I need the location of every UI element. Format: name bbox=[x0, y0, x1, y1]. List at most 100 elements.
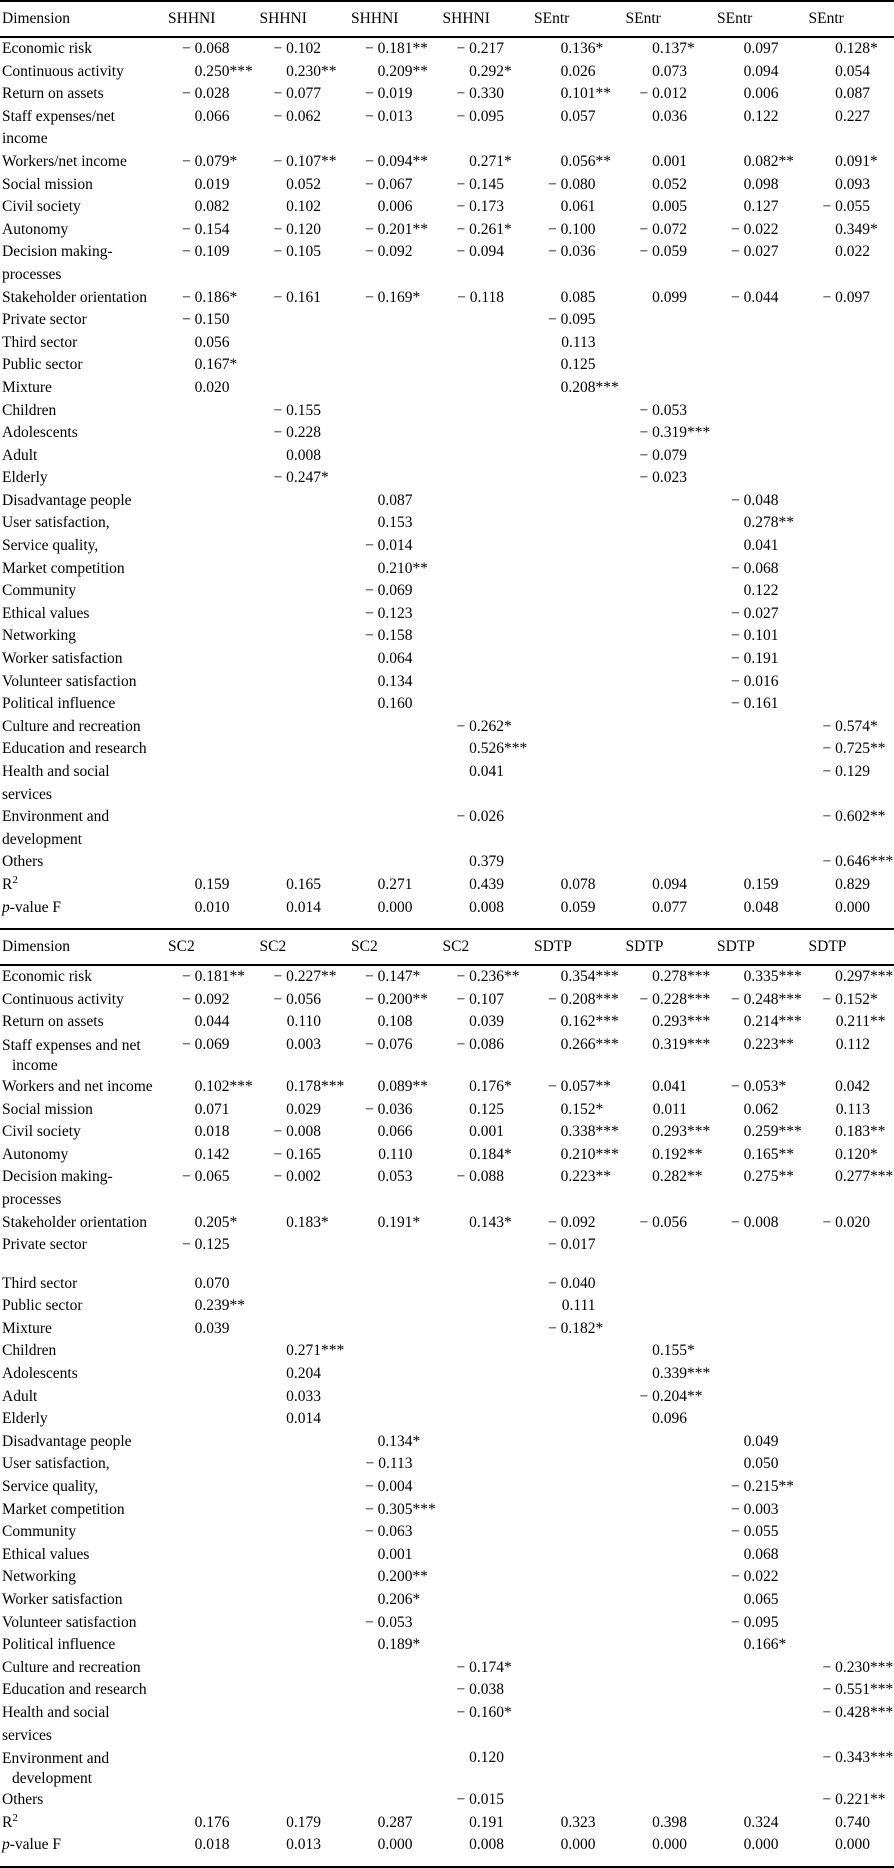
value-cell: 0.039 bbox=[162, 1318, 254, 1341]
value-cell: − 0.012 bbox=[620, 83, 712, 106]
value-cell bbox=[254, 1679, 346, 1702]
value-cell: − 0.068 bbox=[711, 558, 803, 581]
value-cell: 0.000 bbox=[711, 1834, 803, 1867]
column-header: SEntr bbox=[528, 1, 620, 37]
value-cell: − 0.319*** bbox=[620, 422, 712, 445]
value-cell: 0.049 bbox=[711, 1431, 803, 1454]
value-cell: 0.097 bbox=[711, 37, 803, 61]
value-cell: 0.178*** bbox=[254, 1076, 346, 1099]
row-label: Health and social services bbox=[0, 761, 162, 806]
value-cell: − 0.079* bbox=[162, 151, 254, 174]
value-cell bbox=[162, 558, 254, 581]
value-cell bbox=[528, 490, 620, 513]
value-cell: − 0.102 bbox=[254, 37, 346, 61]
value-cell bbox=[162, 512, 254, 535]
value-cell: − 0.174* bbox=[437, 1657, 529, 1680]
value-cell: 0.184* bbox=[437, 1144, 529, 1167]
value-cell bbox=[254, 1544, 346, 1567]
value-cell bbox=[711, 1408, 803, 1431]
value-cell: 0.019 bbox=[162, 174, 254, 197]
value-cell bbox=[437, 1589, 529, 1612]
value-cell bbox=[803, 1521, 894, 1544]
value-cell bbox=[162, 467, 254, 490]
value-cell bbox=[162, 422, 254, 445]
value-cell bbox=[254, 625, 346, 648]
value-cell: − 0.020 bbox=[803, 1212, 894, 1235]
value-cell bbox=[528, 558, 620, 581]
value-cell: 0.176 bbox=[162, 1812, 254, 1835]
row-label: Third sector bbox=[0, 332, 162, 355]
value-cell: − 0.036 bbox=[345, 1099, 437, 1122]
value-cell bbox=[803, 1566, 894, 1589]
value-cell bbox=[254, 1747, 346, 1789]
table-row: Service quality,− 0.004− 0.215** bbox=[0, 1476, 894, 1499]
value-cell: 0.061 bbox=[528, 196, 620, 219]
value-cell: 0.041 bbox=[620, 1076, 712, 1099]
value-cell bbox=[803, 625, 894, 648]
value-cell: − 0.062 bbox=[254, 106, 346, 151]
value-cell: 0.128* bbox=[803, 37, 894, 61]
value-cell: 0.056** bbox=[528, 151, 620, 174]
value-cell bbox=[437, 1431, 529, 1454]
value-cell: − 0.551*** bbox=[803, 1679, 894, 1702]
value-cell bbox=[254, 671, 346, 694]
value-cell: − 0.053 bbox=[620, 400, 712, 423]
row-label: Networking bbox=[0, 1566, 162, 1589]
value-cell: 0.152* bbox=[528, 1099, 620, 1122]
value-cell bbox=[803, 377, 894, 400]
value-cell bbox=[803, 1431, 894, 1454]
value-cell: − 0.095 bbox=[711, 1612, 803, 1635]
value-cell: 0.740 bbox=[803, 1812, 894, 1835]
value-cell: 0.338*** bbox=[528, 1121, 620, 1144]
value-cell: − 0.208*** bbox=[528, 989, 620, 1012]
value-cell: 0.189* bbox=[345, 1634, 437, 1657]
value-cell bbox=[620, 625, 712, 648]
row-label: Political influence bbox=[0, 693, 162, 716]
value-cell bbox=[620, 1273, 712, 1296]
value-cell: − 0.221** bbox=[803, 1789, 894, 1812]
value-cell: 0.068 bbox=[711, 1544, 803, 1567]
value-cell: 0.102*** bbox=[162, 1076, 254, 1099]
value-cell bbox=[528, 603, 620, 626]
value-cell bbox=[437, 1340, 529, 1363]
value-cell bbox=[528, 535, 620, 558]
dimension-column-header: Dimension bbox=[0, 929, 162, 965]
value-cell bbox=[254, 1476, 346, 1499]
value-cell: − 0.215** bbox=[711, 1476, 803, 1499]
value-cell bbox=[162, 806, 254, 851]
table-row: Children− 0.155− 0.053 bbox=[0, 400, 894, 423]
value-cell bbox=[162, 1521, 254, 1544]
value-cell: 0.078 bbox=[528, 874, 620, 897]
value-cell bbox=[803, 1476, 894, 1499]
value-cell: − 0.016 bbox=[711, 671, 803, 694]
value-cell bbox=[162, 1431, 254, 1454]
value-cell: 0.125 bbox=[437, 1099, 529, 1122]
value-cell: 0.001 bbox=[345, 1544, 437, 1567]
value-cell bbox=[345, 1386, 437, 1409]
value-cell: − 0.002 bbox=[254, 1166, 346, 1211]
column-header: SC2 bbox=[254, 929, 346, 965]
value-cell: 0.120* bbox=[803, 1144, 894, 1167]
value-cell bbox=[711, 851, 803, 874]
value-cell: 0.160 bbox=[345, 693, 437, 716]
value-cell: 0.050 bbox=[711, 1453, 803, 1476]
value-cell bbox=[528, 1386, 620, 1409]
row-label: Ethical values bbox=[0, 1544, 162, 1567]
value-cell: 0.159 bbox=[711, 874, 803, 897]
value-cell bbox=[803, 1363, 894, 1386]
value-cell bbox=[437, 377, 529, 400]
row-label: Autonomy bbox=[0, 1144, 162, 1167]
row-label: Staff expenses/net income bbox=[0, 106, 162, 151]
column-header: SDTP bbox=[620, 929, 712, 965]
value-cell: − 0.004 bbox=[345, 1476, 437, 1499]
row-label: Volunteer satisfaction bbox=[0, 1612, 162, 1635]
value-cell bbox=[620, 1612, 712, 1635]
row-label: p-value F bbox=[0, 1834, 162, 1867]
table-row: Workers/net income− 0.079*− 0.107**− 0.0… bbox=[0, 151, 894, 174]
